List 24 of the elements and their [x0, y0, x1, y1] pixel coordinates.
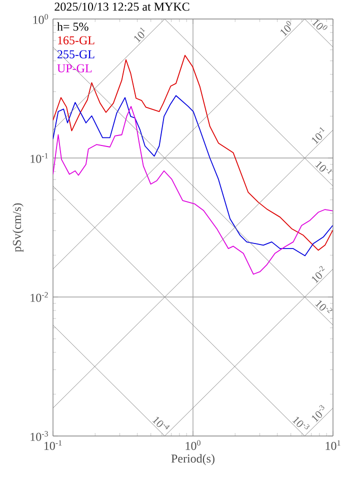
annotation: 10$^{-3}$ [292, 416, 310, 430]
x-tick-label: 10$^{-1}$ [44, 440, 62, 450]
y-tick-label: 10$^{0}$ [33, 14, 48, 24]
annotation: 10$^{-2}$ [315, 300, 332, 314]
annotation: 10$^{0}$ [312, 19, 328, 30]
annotation: h= 5% [57, 22, 88, 31]
y-tick-label: 10$^{-1}$ [30, 153, 48, 163]
text: 255-GL [58, 50, 94, 58]
annotation: 10$^{-1}$ [315, 161, 332, 174]
annotation: 10$^{-1}$ [312, 127, 325, 144]
x-tick-label: 10$^{1}$ [326, 440, 340, 450]
x-axis-title: Period(s) [171, 454, 214, 466]
y-tick-label: 10$^{-2}$ [30, 292, 48, 302]
text: UP-GL [57, 64, 92, 72]
annotation: 10$^{-4}$ [152, 416, 170, 430]
y-axis-title: pSv(cm/s) [12, 203, 24, 252]
text: 165-GL [58, 36, 94, 44]
annotation: 10$^{0}$ [280, 20, 291, 36]
chart-title: 2025/10/13 12:25 at MYKC [54, 2, 190, 11]
annotation: 10$^{-3}$ [312, 405, 324, 422]
annotation: 10$^{-2}$ [312, 266, 325, 284]
annotation: 10$^{1}$ [134, 27, 146, 43]
x-tick-label: 10$^{0}$ [186, 440, 200, 450]
y-tick-label: 10$^{-3}$ [30, 431, 48, 441]
